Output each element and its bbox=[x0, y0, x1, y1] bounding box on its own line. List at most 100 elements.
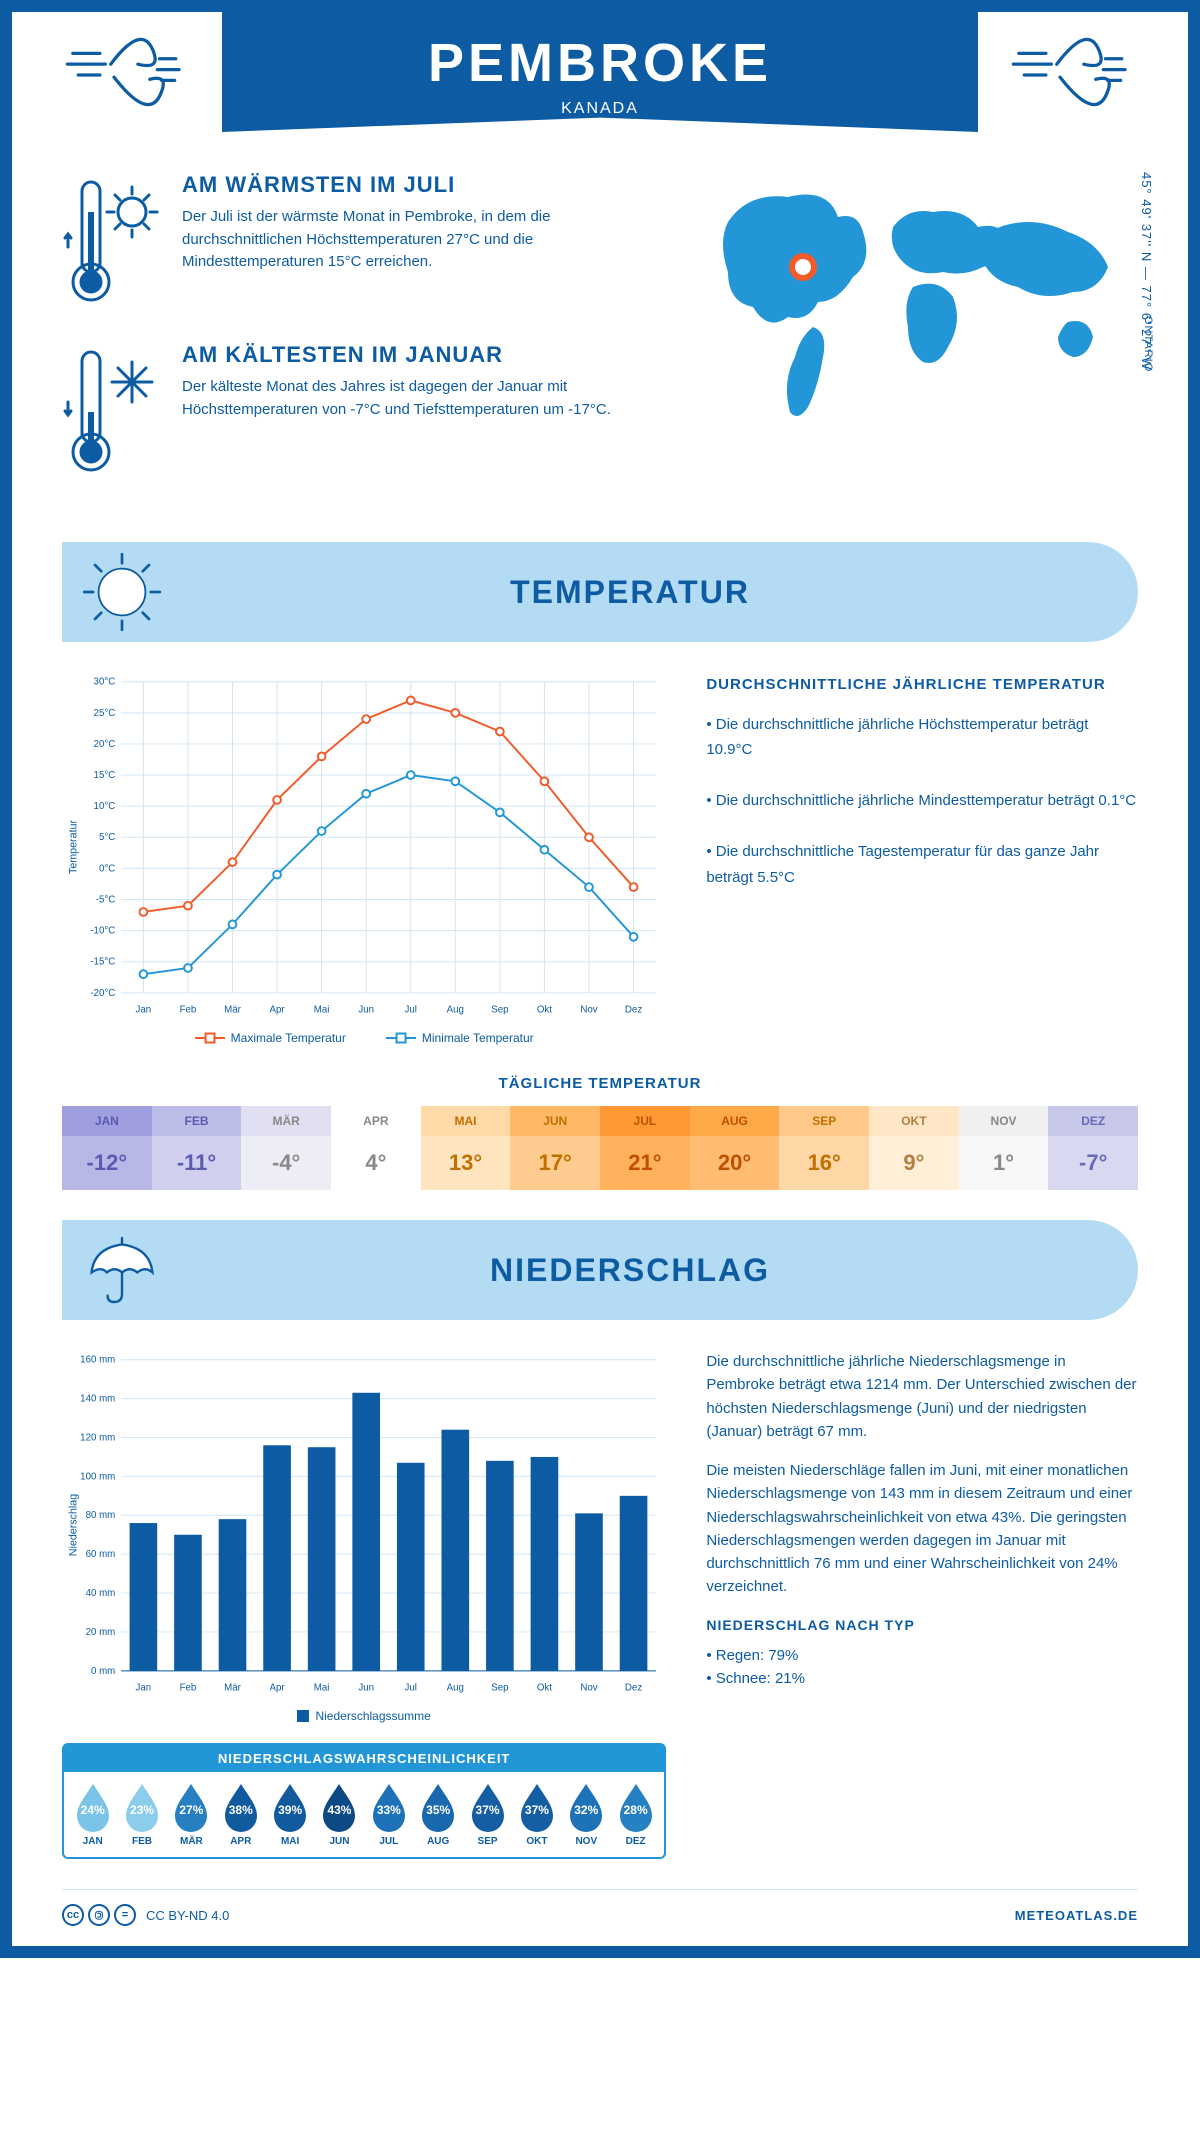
region-label: ONTARIO bbox=[1142, 316, 1154, 372]
coldest-block: AM KÄLTESTEN IM JANUAR Der kälteste Mona… bbox=[62, 342, 658, 482]
thermometer-hot-icon bbox=[62, 172, 162, 312]
svg-text:60 mm: 60 mm bbox=[86, 1549, 116, 1560]
coldest-text: Der kälteste Monat des Jahres ist dagege… bbox=[182, 376, 658, 421]
prob-cell: 37%OKT bbox=[512, 1782, 561, 1847]
svg-text:Niederschlag: Niederschlag bbox=[67, 1494, 79, 1556]
warmest-text: Der Juli ist der wärmste Monat in Pembro… bbox=[182, 206, 658, 274]
svg-text:Dez: Dez bbox=[625, 1682, 642, 1693]
daily-temp-cell: DEZ-7° bbox=[1048, 1106, 1138, 1190]
precipitation-bar-chart: 0 mm20 mm40 mm60 mm80 mm100 mm120 mm140 … bbox=[62, 1350, 666, 1859]
brand-label: METEOATLAS.DE bbox=[1015, 1908, 1138, 1923]
temp-info-b2: • Die durchschnittliche jährliche Mindes… bbox=[706, 788, 1138, 814]
prob-cell: 38%APR bbox=[216, 1782, 265, 1847]
umbrella-icon bbox=[62, 1220, 182, 1320]
legend-min-label: Minimale Temperatur bbox=[422, 1031, 534, 1045]
svg-text:Sep: Sep bbox=[491, 1682, 508, 1693]
svg-text:15°C: 15°C bbox=[94, 770, 116, 781]
temperature-line-chart: -20°C -15°C -10°C -5°C 0°C 5°C 10°C 15°C 20°C 25°… bbox=[62, 672, 666, 1045]
svg-text:Nov: Nov bbox=[580, 1004, 597, 1015]
svg-text:Mär: Mär bbox=[224, 1682, 242, 1693]
prob-cell: 24%JAN bbox=[68, 1782, 117, 1847]
svg-text:Feb: Feb bbox=[180, 1682, 197, 1693]
by-icon: 🄯 bbox=[88, 1904, 110, 1926]
temperature-legend: Maximale Temperatur Minimale Temperatur bbox=[62, 1031, 666, 1045]
svg-text:Aug: Aug bbox=[447, 1004, 464, 1015]
svg-text:20°C: 20°C bbox=[94, 739, 116, 750]
daily-temp-cell: JUL21° bbox=[600, 1106, 690, 1190]
svg-text:Jun: Jun bbox=[358, 1682, 374, 1693]
prob-cell: 27%MÄR bbox=[167, 1782, 216, 1847]
svg-text:25°C: 25°C bbox=[94, 708, 116, 719]
temp-info-b1: • Die durchschnittliche jährliche Höchst… bbox=[706, 712, 1138, 763]
svg-text:140 mm: 140 mm bbox=[80, 1394, 115, 1405]
daily-temp-cell: APR4° bbox=[331, 1106, 421, 1190]
temperature-info: DURCHSCHNITTLICHE JÄHRLICHE TEMPERATUR •… bbox=[706, 672, 1138, 1045]
sun-icon bbox=[62, 542, 182, 642]
svg-text:-5°C: -5°C bbox=[96, 894, 116, 905]
svg-text:Dez: Dez bbox=[625, 1004, 642, 1015]
svg-text:160 mm: 160 mm bbox=[80, 1355, 115, 1366]
prob-cell: 39%MAI bbox=[265, 1782, 314, 1847]
daily-temp-cell: SEP16° bbox=[779, 1106, 869, 1190]
svg-text:Aug: Aug bbox=[447, 1682, 464, 1693]
precip-bytype-b1: • Regen: 79% bbox=[706, 1644, 1138, 1667]
prob-cell: 28%DEZ bbox=[611, 1782, 660, 1847]
cc-icons: cc 🄯 = bbox=[62, 1904, 136, 1926]
legend-max-label: Maximale Temperatur bbox=[231, 1031, 346, 1045]
svg-text:Mai: Mai bbox=[314, 1004, 330, 1015]
country-label: KANADA bbox=[222, 100, 978, 118]
prob-cell: 43%JUN bbox=[315, 1782, 364, 1847]
svg-text:Mär: Mär bbox=[224, 1004, 242, 1015]
daily-temp-title: TÄGLICHE TEMPERATUR bbox=[62, 1075, 1138, 1092]
svg-text:80 mm: 80 mm bbox=[86, 1510, 116, 1521]
city-title: PEMBROKE bbox=[222, 32, 978, 94]
nd-icon: = bbox=[114, 1904, 136, 1926]
world-map: 45° 49' 37'' N — 77° 6' 27'' W ONTARIO bbox=[698, 172, 1138, 512]
prob-cell: 37%SEP bbox=[463, 1782, 512, 1847]
svg-text:Mai: Mai bbox=[314, 1682, 330, 1693]
thermometer-cold-icon bbox=[62, 342, 162, 482]
precip-bytype-title: NIEDERSCHLAG NACH TYP bbox=[706, 1615, 1138, 1637]
header-banner: PEMBROKE KANADA bbox=[222, 12, 978, 132]
svg-text:20 mm: 20 mm bbox=[86, 1627, 116, 1638]
precip-bytype-b2: • Schnee: 21% bbox=[706, 1667, 1138, 1690]
svg-text:Feb: Feb bbox=[180, 1004, 197, 1015]
svg-text:5°C: 5°C bbox=[99, 832, 115, 843]
temperature-title: TEMPERATUR bbox=[182, 574, 1078, 611]
precipitation-legend: Niederschlagssumme bbox=[62, 1709, 666, 1723]
prob-cell: 32%NOV bbox=[562, 1782, 611, 1847]
svg-text:-20°C: -20°C bbox=[90, 988, 115, 999]
daily-temp-cell: FEB-11° bbox=[152, 1106, 242, 1190]
svg-text:40 mm: 40 mm bbox=[86, 1588, 116, 1599]
svg-text:0 mm: 0 mm bbox=[91, 1666, 115, 1677]
footer: cc 🄯 = CC BY-ND 4.0 METEOATLAS.DE bbox=[62, 1889, 1138, 1926]
temp-info-title: DURCHSCHNITTLICHE JÄHRLICHE TEMPERATUR bbox=[706, 672, 1138, 698]
prob-cell: 33%JUL bbox=[364, 1782, 413, 1847]
daily-temp-cell: OKT9° bbox=[869, 1106, 959, 1190]
daily-temp-cell: MÄR-4° bbox=[241, 1106, 331, 1190]
svg-text:Apr: Apr bbox=[270, 1004, 286, 1015]
svg-text:0°C: 0°C bbox=[99, 863, 115, 874]
daily-temp-cell: NOV1° bbox=[959, 1106, 1049, 1190]
prob-cell: 23%FEB bbox=[117, 1782, 166, 1847]
svg-text:Jan: Jan bbox=[136, 1004, 152, 1015]
temp-info-b3: • Die durchschnittliche Tagestemperatur … bbox=[706, 839, 1138, 890]
precip-text2: Die meisten Niederschläge fallen im Juni… bbox=[706, 1459, 1138, 1599]
svg-text:Jul: Jul bbox=[405, 1004, 417, 1015]
svg-text:10°C: 10°C bbox=[94, 801, 116, 812]
precip-text1: Die durchschnittliche jährliche Niedersc… bbox=[706, 1350, 1138, 1443]
cc-icon: cc bbox=[62, 1904, 84, 1926]
intro-row: AM WÄRMSTEN IM JULI Der Juli ist der wär… bbox=[62, 172, 1138, 512]
svg-text:-15°C: -15°C bbox=[90, 957, 115, 968]
daily-temperature-table: JAN-12°FEB-11°MÄR-4°APR4°MAI13°JUN17°JUL… bbox=[62, 1106, 1138, 1190]
svg-text:Okt: Okt bbox=[537, 1682, 552, 1693]
svg-text:-10°C: -10°C bbox=[90, 926, 115, 937]
license-label: CC BY-ND 4.0 bbox=[146, 1908, 229, 1923]
precipitation-probability-box: NIEDERSCHLAGSWAHRSCHEINLICHKEIT 24%JAN23… bbox=[62, 1743, 666, 1859]
precipitation-title: NIEDERSCHLAG bbox=[182, 1252, 1078, 1289]
temperature-section-header: TEMPERATUR bbox=[62, 542, 1138, 642]
wind-icon bbox=[1008, 30, 1138, 120]
coldest-title: AM KÄLTESTEN IM JANUAR bbox=[182, 342, 658, 368]
daily-temp-cell: MAI13° bbox=[421, 1106, 511, 1190]
svg-text:100 mm: 100 mm bbox=[80, 1471, 115, 1482]
